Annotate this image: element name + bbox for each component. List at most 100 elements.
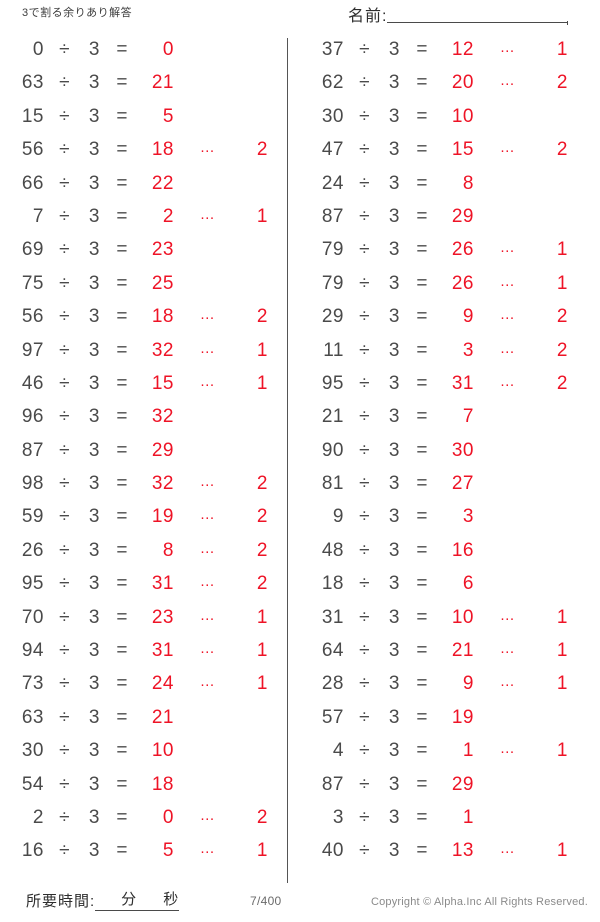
- quotient-answer: 26: [451, 272, 474, 294]
- quotient-answer: 1: [462, 806, 474, 828]
- divide-icon: ÷: [59, 306, 70, 328]
- remainder-answer: 2: [556, 72, 568, 94]
- equals-icon: =: [416, 606, 428, 628]
- equals-icon: =: [116, 406, 128, 428]
- divisor-value: 3: [388, 539, 400, 561]
- problem-row: 96 ÷ 3 = 32: [0, 403, 287, 436]
- quotient-answer: 26: [451, 239, 474, 261]
- divide-icon: ÷: [59, 272, 70, 294]
- divide-icon: ÷: [359, 139, 370, 161]
- remainder-dots-icon: …: [199, 840, 217, 858]
- name-field-block: 名前:: [348, 2, 569, 26]
- dividend-value: 28: [321, 673, 344, 695]
- divide-icon: ÷: [359, 372, 370, 394]
- divisor-value: 3: [88, 372, 100, 394]
- name-input-line[interactable]: [387, 22, 568, 23]
- divisor-value: 3: [388, 205, 400, 227]
- divide-icon: ÷: [59, 205, 70, 227]
- equals-icon: =: [116, 706, 128, 728]
- divide-icon: ÷: [359, 673, 370, 695]
- divisor-value: 3: [388, 72, 400, 94]
- dividend-value: 29: [321, 306, 344, 328]
- remainder-answer: 1: [256, 640, 268, 662]
- minutes-entry[interactable]: 分秒: [95, 888, 180, 911]
- quotient-answer: 24: [151, 673, 174, 695]
- divisor-value: 3: [388, 172, 400, 194]
- equals-icon: =: [116, 573, 128, 595]
- divisor-value: 3: [88, 239, 100, 261]
- dividend-value: 56: [21, 139, 44, 161]
- problem-row: 15 ÷ 3 = 5: [0, 103, 287, 136]
- quotient-answer: 18: [151, 306, 174, 328]
- divisor-value: 3: [388, 740, 400, 762]
- divide-icon: ÷: [59, 506, 70, 528]
- dividend-value: 47: [321, 139, 344, 161]
- divisor-value: 3: [88, 205, 100, 227]
- remainder-answer: 1: [556, 673, 568, 695]
- quotient-answer: 16: [451, 539, 474, 561]
- remainder-dots-icon: …: [199, 339, 217, 357]
- remainder-answer: 2: [556, 339, 568, 361]
- remainder-answer: 2: [256, 306, 268, 328]
- problem-row: 29 ÷ 3 = 9 … 2: [300, 303, 587, 336]
- problem-row: 64 ÷ 3 = 21 … 1: [300, 637, 587, 670]
- remainder-answer: 2: [256, 473, 268, 495]
- quotient-answer: 8: [462, 172, 474, 194]
- quotient-answer: 19: [151, 506, 174, 528]
- remainder-answer: 1: [556, 740, 568, 762]
- equals-icon: =: [416, 473, 428, 495]
- divisor-value: 3: [388, 39, 400, 60]
- remainder-dots-icon: …: [499, 139, 517, 157]
- remainder-dots-icon: …: [199, 573, 217, 591]
- dividend-value: 79: [321, 272, 344, 294]
- equals-icon: =: [416, 539, 428, 561]
- quotient-answer: 32: [151, 473, 174, 495]
- dividend-value: 21: [321, 406, 344, 428]
- dividend-value: 30: [321, 105, 344, 127]
- problem-row: 47 ÷ 3 = 15 … 2: [300, 136, 587, 169]
- dividend-value: 2: [32, 806, 44, 828]
- divide-icon: ÷: [59, 105, 70, 127]
- dividend-value: 95: [21, 573, 44, 595]
- dividend-value: 9: [332, 506, 344, 528]
- elapsed-time-block: 所要時間: 分秒: [26, 888, 180, 911]
- divisor-value: 3: [88, 640, 100, 662]
- divisor-value: 3: [388, 506, 400, 528]
- remainder-answer: 2: [556, 372, 568, 394]
- quotient-answer: 2: [162, 205, 174, 227]
- equals-icon: =: [416, 339, 428, 361]
- divide-icon: ÷: [59, 372, 70, 394]
- problem-row: 37 ÷ 3 = 12 … 1: [300, 36, 587, 69]
- remainder-dots-icon: …: [499, 740, 517, 758]
- remainder-dots-icon: …: [499, 272, 517, 290]
- divisor-value: 3: [88, 72, 100, 94]
- remainder-answer: 1: [556, 272, 568, 294]
- divide-icon: ÷: [359, 205, 370, 227]
- quotient-answer: 13: [451, 840, 474, 862]
- equals-icon: =: [116, 439, 128, 461]
- remainder-answer: 1: [556, 606, 568, 628]
- remainder-dots-icon: …: [499, 840, 517, 858]
- divisor-value: 3: [388, 372, 400, 394]
- quotient-answer: 10: [151, 740, 174, 762]
- remainder-dots-icon: …: [199, 806, 217, 824]
- equals-icon: =: [416, 139, 428, 161]
- remainder-answer: 2: [256, 506, 268, 528]
- equals-icon: =: [116, 840, 128, 862]
- quotient-answer: 29: [451, 205, 474, 227]
- equals-icon: =: [416, 506, 428, 528]
- equals-icon: =: [116, 272, 128, 294]
- remainder-dots-icon: …: [199, 139, 217, 157]
- divide-icon: ÷: [359, 172, 370, 194]
- quotient-answer: 10: [451, 606, 474, 628]
- divide-icon: ÷: [59, 172, 70, 194]
- divide-icon: ÷: [59, 139, 70, 161]
- remainder-answer: 1: [256, 606, 268, 628]
- equals-icon: =: [116, 606, 128, 628]
- quotient-answer: 18: [151, 773, 174, 795]
- problem-column-right: 37 ÷ 3 = 12… 1 62 ÷ 3 = 20… 2 30 ÷ 3 = 10 47 ÷ 3 = 15… 2 24 ÷ 3 = 8…: [300, 36, 587, 871]
- divide-icon: ÷: [59, 573, 70, 595]
- problem-row: 63 ÷ 3 = 21: [0, 704, 287, 737]
- divisor-value: 3: [88, 172, 100, 194]
- quotient-answer: 31: [451, 372, 474, 394]
